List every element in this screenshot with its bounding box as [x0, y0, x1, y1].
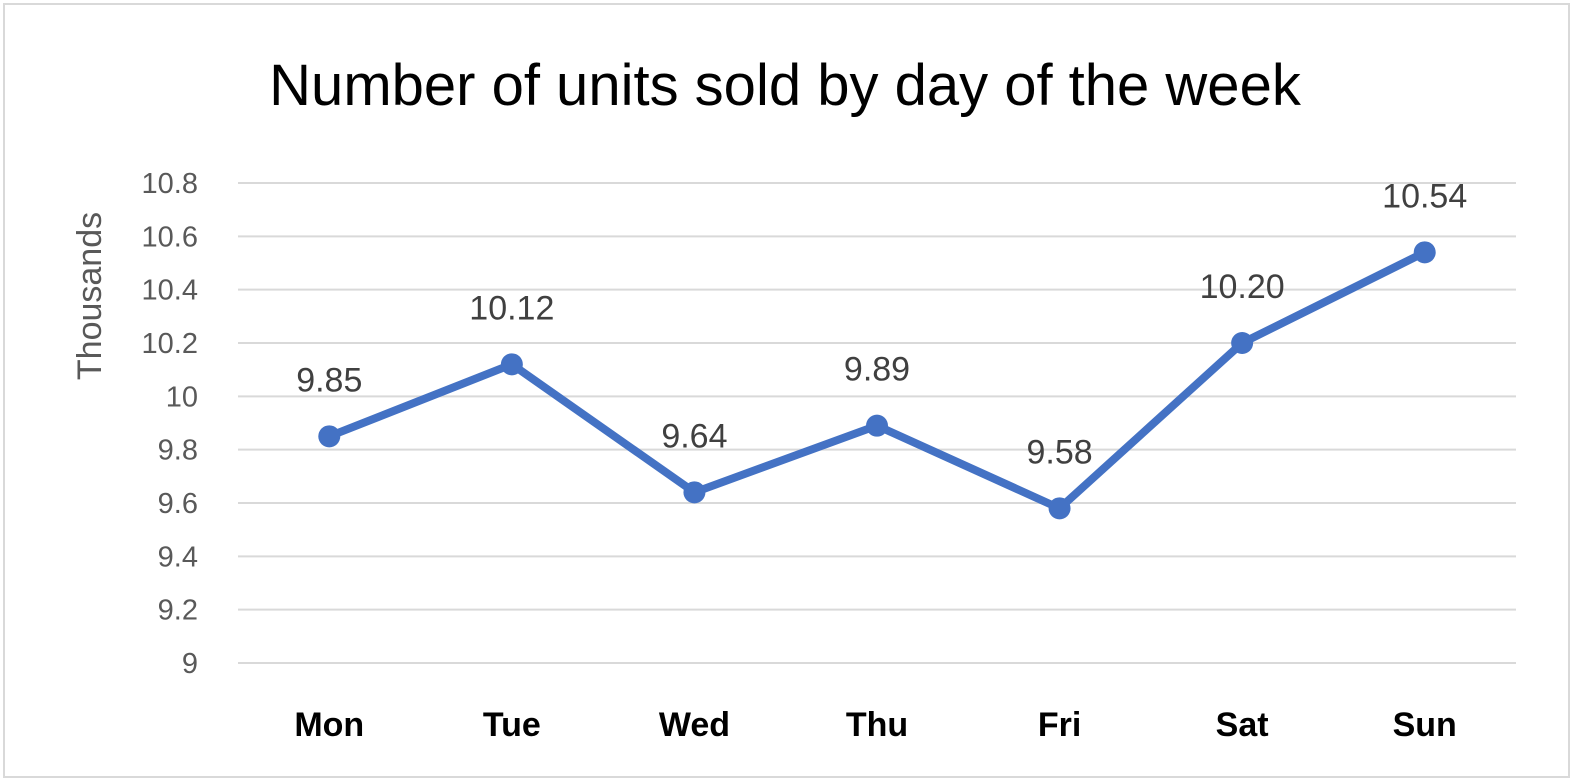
- x-tick-label: Mon: [294, 706, 364, 744]
- y-tick-label: 9.4: [158, 541, 198, 573]
- data-point: [1231, 332, 1254, 354]
- x-tick-label: Thu: [846, 706, 908, 744]
- x-axis-ticks: Mon Tue Wed Thu Fri Sat Sun: [294, 706, 1456, 744]
- data-point: [318, 425, 341, 448]
- y-tick-label: 9.2: [158, 595, 198, 627]
- data-point: [683, 481, 706, 504]
- x-tick-label: Sat: [1216, 706, 1269, 744]
- y-axis-label: Thousands: [71, 212, 109, 380]
- data-point: [866, 414, 888, 437]
- data-label: 9.64: [661, 417, 727, 455]
- data-label: 9.58: [1026, 433, 1092, 471]
- y-tick-label: 9: [182, 648, 198, 680]
- y-tick-label: 10: [166, 381, 198, 413]
- x-tick-label: Sun: [1393, 706, 1457, 744]
- x-tick-label: Wed: [659, 706, 730, 744]
- gridlines: [238, 182, 1516, 664]
- chart-frame: [3, 3, 1570, 778]
- data-point: [1048, 497, 1071, 520]
- x-tick-label: Fri: [1038, 706, 1081, 744]
- data-label: 9.89: [844, 351, 910, 389]
- data-label: 10.12: [469, 289, 554, 327]
- y-tick-label: 10.8: [142, 168, 198, 200]
- y-tick-label: 9.6: [158, 488, 198, 520]
- data-labels: 9.85 10.12 9.64 9.89 9.58 10.20 10.54: [296, 177, 1467, 471]
- chart-title: Number of units sold by day of the week: [269, 53, 1302, 118]
- data-label: 10.54: [1382, 177, 1467, 215]
- x-tick-label: Tue: [483, 706, 541, 744]
- y-tick-label: 9.8: [158, 435, 198, 467]
- data-label: 9.85: [296, 361, 362, 399]
- y-tick-label: 10.4: [142, 275, 198, 307]
- data-point: [1413, 241, 1436, 264]
- y-axis-ticks: 9 9.2 9.4 9.6 9.8 10 10.2 10.4 10.6 10.8: [142, 168, 198, 680]
- data-point: [500, 353, 523, 376]
- data-label: 10.20: [1200, 268, 1285, 306]
- series-line-group: [318, 241, 1436, 520]
- y-tick-label: 10.2: [142, 328, 198, 360]
- y-tick-label: 10.6: [142, 221, 198, 253]
